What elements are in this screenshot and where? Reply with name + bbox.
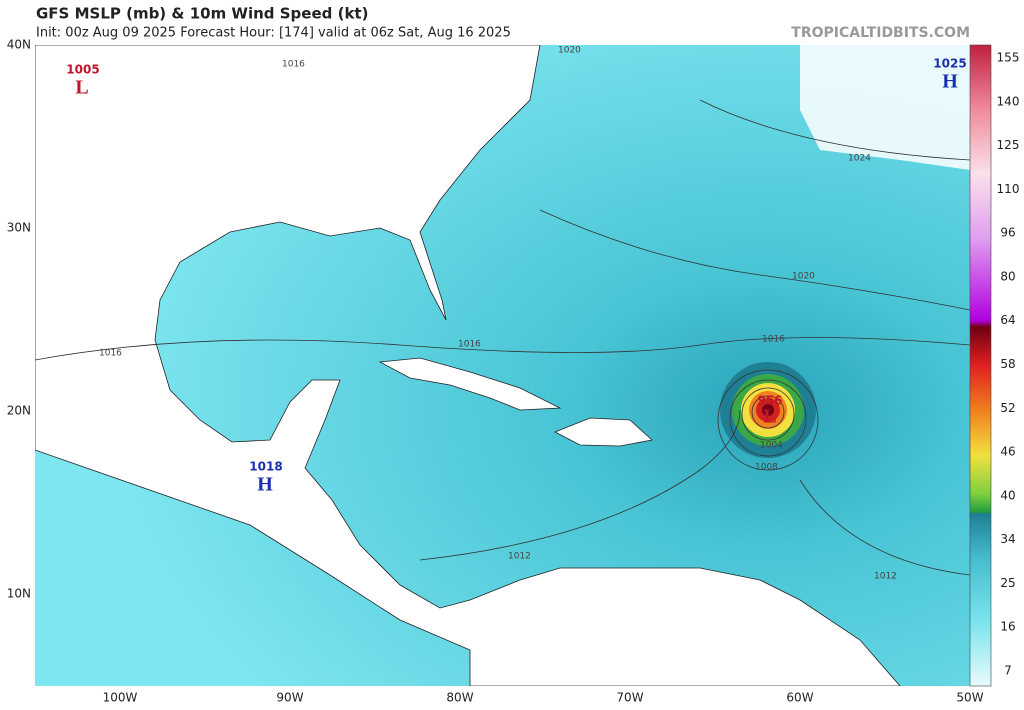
isobar-label: 1024	[848, 154, 871, 164]
colorbar-tick-label: 125	[997, 138, 1020, 152]
isobar	[539, 209, 970, 311]
colorbar-ticks: 155 140 125 110 96 80 64 58 52 46 40 34 25 16 7	[997, 51, 1020, 678]
lon-label: 50W	[956, 691, 983, 705]
pressure-centers: 1005 L 1025 H 1018 H 956 L	[66, 57, 966, 496]
longitude-labels: 100W 90W 80W 70W 60W 50W	[103, 691, 984, 705]
calm-area	[800, 45, 970, 170]
isobar-label: 1016	[458, 340, 481, 350]
isobar-label: 1016	[99, 349, 122, 359]
isobar-label: 1008	[755, 463, 778, 473]
lat-label: 10N	[7, 587, 31, 601]
cuba	[378, 357, 562, 411]
map	[35, 45, 970, 686]
colorbar-tick-label: 64	[1000, 313, 1015, 327]
lon-label: 90W	[276, 691, 303, 705]
isobar	[419, 409, 741, 561]
isobar-label: 1016	[762, 335, 785, 345]
center-value: 1025	[933, 57, 966, 71]
colorbar-tick-label: 80	[1000, 269, 1015, 283]
hurricane	[720, 362, 816, 458]
lat-label: 20N	[7, 404, 31, 418]
colorbar-tick-label: 46	[1000, 445, 1015, 459]
colorbar-tick-label: 155	[997, 51, 1020, 65]
center-symbol: L	[75, 77, 88, 99]
hispaniola	[554, 417, 653, 447]
center-symbol: L	[763, 406, 776, 428]
land	[35, 45, 901, 686]
colorbar-tick-label: 40	[1000, 488, 1015, 502]
brand: TROPICALTIDBITS.COM	[791, 25, 970, 41]
isobar	[35, 337, 970, 361]
center-value: 1005	[66, 63, 99, 77]
center-value: 1018	[249, 460, 282, 474]
isobar-label: 1012	[874, 572, 897, 582]
colorbar-tick-label: 110	[997, 182, 1020, 196]
colorbar-tick-label: 34	[1000, 532, 1015, 546]
isobar-labels: 1020 1016 1024 1020 1016 1016 1016 1012 …	[99, 46, 897, 582]
isobar	[741, 387, 795, 441]
lon-label: 80W	[446, 691, 473, 705]
lat-label: 40N	[7, 38, 31, 52]
isobar	[751, 395, 785, 429]
isobar	[799, 479, 970, 576]
isobar-label: 1020	[792, 272, 815, 282]
isobar	[699, 99, 970, 161]
colorbar-tick-label: 7	[1004, 664, 1012, 678]
isobar	[717, 369, 819, 471]
colorbar	[969, 44, 992, 687]
colorbar-tick-label: 52	[1000, 401, 1015, 415]
colorbar-tick-label: 58	[1000, 357, 1015, 371]
lon-label: 100W	[103, 691, 138, 705]
title: GFS MSLP (mb) & 10m Wind Speed (kt)	[36, 5, 368, 23]
isobar-label: 1016	[282, 60, 305, 70]
subtitle: Init: 00z Aug 09 2025 Forecast Hour: [17…	[36, 26, 511, 41]
isobar-label: 1020	[558, 46, 581, 56]
colorbar-tick-label: 25	[1000, 576, 1015, 590]
colorbar-tick-label: 140	[997, 94, 1020, 108]
isobar	[729, 379, 807, 457]
lat-label: 30N	[7, 221, 31, 235]
lon-label: 70W	[616, 691, 643, 705]
center-value: 956	[757, 394, 782, 408]
colorbar-tick-label: 96	[1000, 226, 1015, 240]
isobar-label: 1004	[760, 441, 783, 451]
latitude-labels: 40N 30N 20N 10N	[7, 38, 31, 601]
lon-label: 60W	[786, 691, 813, 705]
colorbar-tick-label: 16	[1000, 620, 1015, 634]
isobar-label: 1012	[508, 552, 531, 562]
center-symbol: H	[942, 71, 958, 93]
center-symbol: H	[257, 474, 273, 496]
